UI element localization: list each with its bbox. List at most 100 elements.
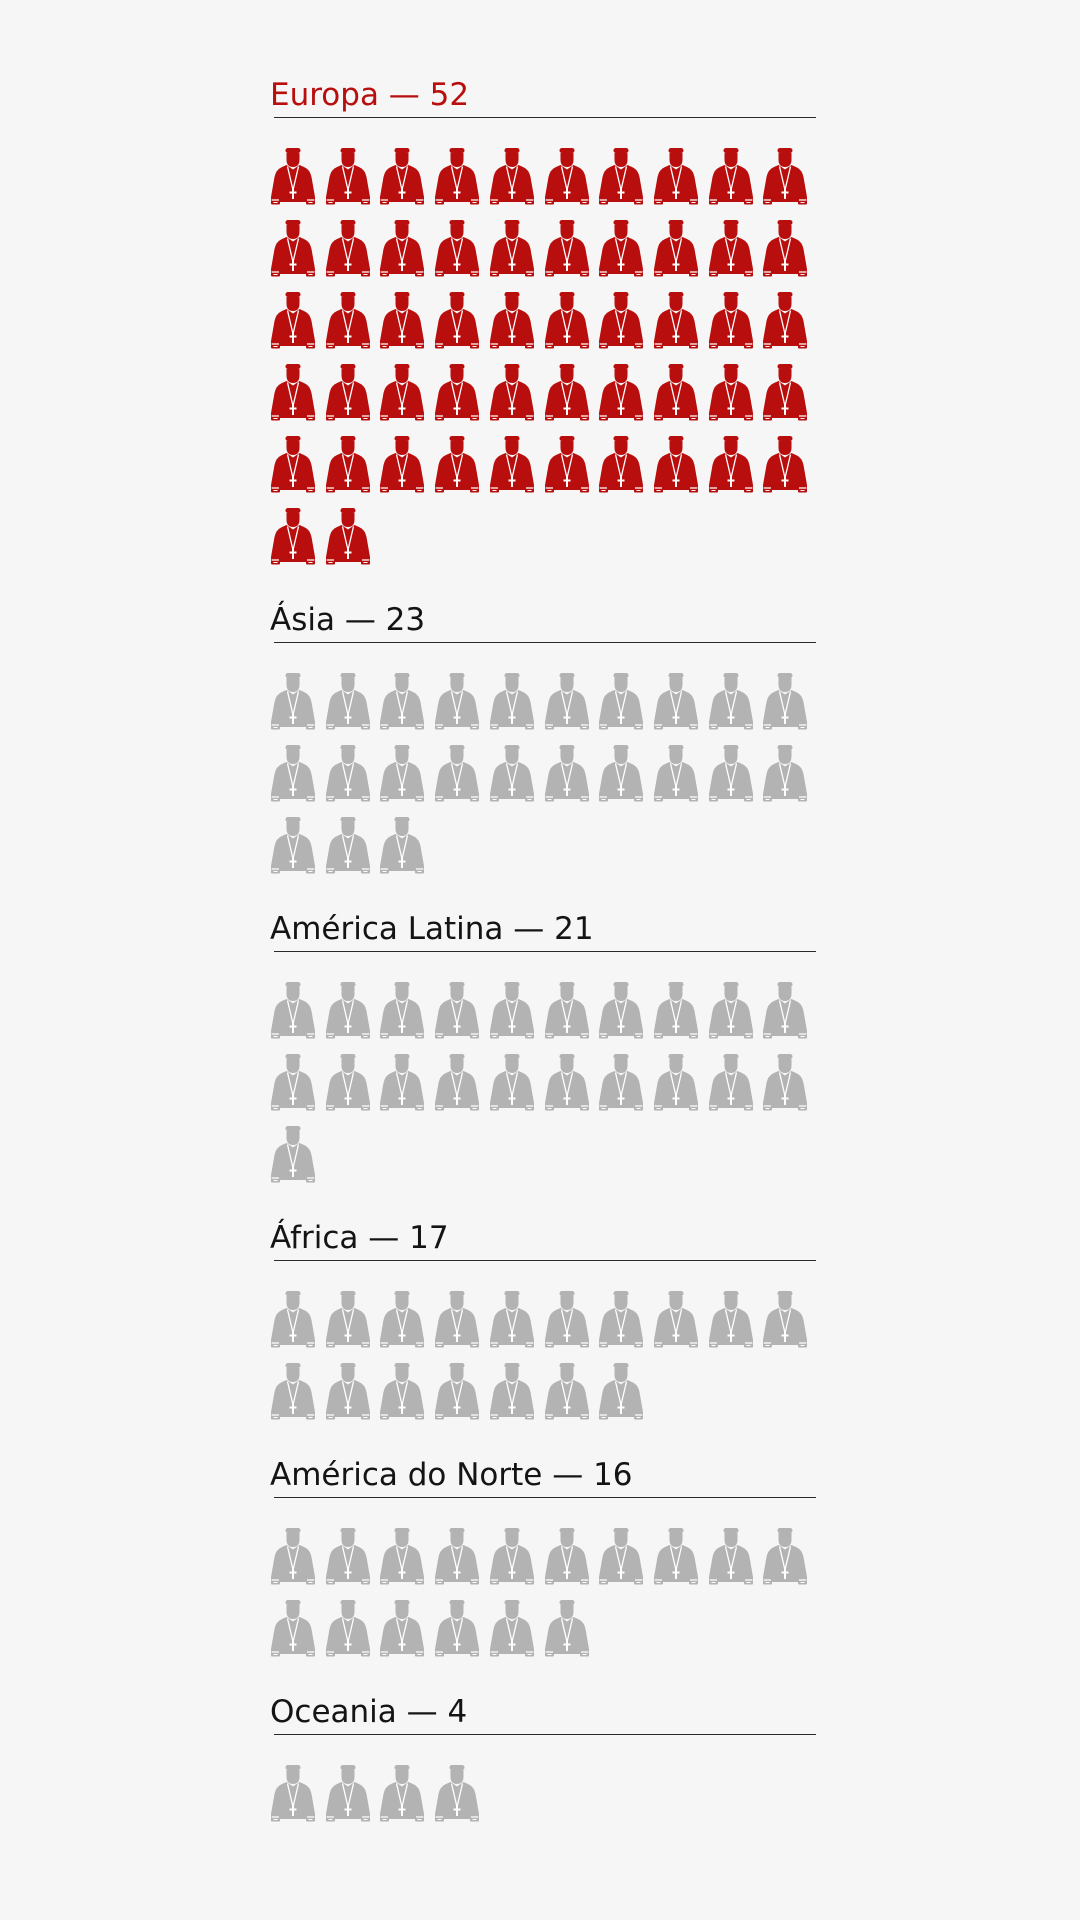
cardinal-icon [489, 364, 535, 422]
cardinal-icon [708, 292, 754, 350]
cardinal-icon [325, 1528, 371, 1586]
cardinal-icon [325, 292, 371, 350]
cardinal-icon [434, 364, 480, 422]
cardinal-icon [489, 1363, 535, 1421]
cardinal-icon [325, 1054, 371, 1112]
region-africa: África — 17 [270, 1218, 816, 1261]
region-divider [274, 1734, 816, 1735]
cardinal-icon [270, 436, 316, 494]
cardinal-icon [762, 436, 808, 494]
cardinal-icon [544, 1363, 590, 1421]
cardinal-icon [653, 364, 699, 422]
cardinal-icon [270, 745, 316, 803]
icon-grid-asia [270, 673, 816, 889]
cardinal-icon [708, 436, 754, 494]
cardinal-icon [598, 745, 644, 803]
cardinal-icon [598, 1363, 644, 1421]
region-divider [274, 1497, 816, 1498]
cardinal-icon [653, 673, 699, 731]
region-title: América Latina — 21 [270, 911, 594, 947]
cardinal-icon [325, 1765, 371, 1823]
icon-grid-america-do-norte [270, 1528, 816, 1672]
region-europa: Europa — 52 [270, 75, 816, 118]
cardinal-icon [434, 745, 480, 803]
cardinal-icon [598, 1291, 644, 1349]
cardinal-icon [379, 148, 425, 206]
cardinal-icon [544, 982, 590, 1040]
cardinal-icon [762, 1054, 808, 1112]
cardinal-icon [379, 817, 425, 875]
cardinal-icon [434, 292, 480, 350]
region-oceania: Oceania — 4 [270, 1692, 816, 1735]
cardinal-icon [653, 982, 699, 1040]
cardinal-icon [708, 364, 754, 422]
cardinal-icon [544, 436, 590, 494]
cardinal-icon [544, 673, 590, 731]
cardinal-icon [434, 982, 480, 1040]
cardinal-icon [598, 1528, 644, 1586]
cardinal-icon [270, 508, 316, 566]
cardinal-icon [708, 745, 754, 803]
icon-grid-america-latina [270, 982, 816, 1198]
cardinal-icon [544, 1054, 590, 1112]
cardinal-icon [270, 1600, 316, 1658]
cardinal-icon [544, 745, 590, 803]
cardinal-icon [708, 148, 754, 206]
cardinal-icon [489, 745, 535, 803]
icon-grid-africa [270, 1291, 816, 1435]
cardinal-icon [598, 1054, 644, 1112]
cardinal-icon [270, 1126, 316, 1184]
cardinal-icon [434, 220, 480, 278]
cardinal-icon [434, 1765, 480, 1823]
cardinal-icon [379, 745, 425, 803]
cardinal-icon [325, 1600, 371, 1658]
cardinal-icon [762, 1528, 808, 1586]
cardinal-icon [434, 1054, 480, 1112]
cardinal-icon [270, 1765, 316, 1823]
cardinal-icon [544, 220, 590, 278]
cardinal-icon [379, 1363, 425, 1421]
cardinal-icon [489, 673, 535, 731]
cardinal-icon [653, 745, 699, 803]
region-title: Ásia — 23 [270, 602, 426, 638]
cardinal-icon [379, 292, 425, 350]
cardinal-icon [325, 148, 371, 206]
region-divider [274, 951, 816, 952]
cardinal-icon [434, 1291, 480, 1349]
region-title: África — 17 [270, 1220, 449, 1256]
cardinal-icon [434, 1528, 480, 1586]
cardinal-icon [270, 364, 316, 422]
cardinal-icon [270, 220, 316, 278]
cardinal-icon [489, 436, 535, 494]
cardinal-icon [325, 982, 371, 1040]
cardinal-icon [325, 1291, 371, 1349]
cardinal-icon [434, 1600, 480, 1658]
cardinal-icon [270, 148, 316, 206]
cardinal-icon [598, 148, 644, 206]
cardinal-icon [653, 1054, 699, 1112]
region-asia: Ásia — 23 [270, 600, 816, 643]
cardinal-icon [489, 1291, 535, 1349]
cardinal-icon [325, 745, 371, 803]
cardinal-icon [762, 148, 808, 206]
cardinal-icon [708, 982, 754, 1040]
icon-grid-europa [270, 148, 816, 580]
cardinal-icon [489, 220, 535, 278]
cardinal-icon [598, 292, 644, 350]
region-title: Oceania — 4 [270, 1694, 468, 1730]
cardinal-icon [653, 148, 699, 206]
cardinal-icon [708, 1528, 754, 1586]
cardinal-icon [544, 1291, 590, 1349]
cardinal-icon [489, 1600, 535, 1658]
cardinal-icon [762, 745, 808, 803]
cardinal-icon [325, 673, 371, 731]
cardinal-icon [270, 1363, 316, 1421]
cardinal-icon [325, 508, 371, 566]
cardinal-icon [653, 436, 699, 494]
cardinal-icon [379, 1291, 425, 1349]
cardinal-icon [489, 1054, 535, 1112]
cardinal-icon [762, 220, 808, 278]
cardinal-icon [325, 220, 371, 278]
cardinal-icon [325, 817, 371, 875]
cardinal-icon [379, 1054, 425, 1112]
